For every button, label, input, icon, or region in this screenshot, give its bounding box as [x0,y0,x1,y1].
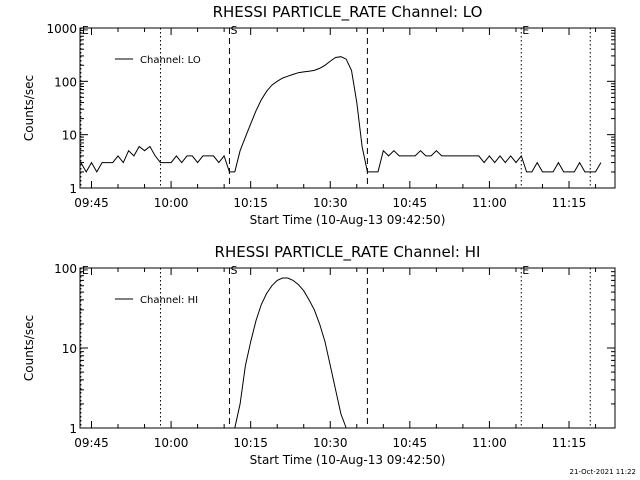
chart-title: RHESSI PARTICLE_RATE Channel: HI [215,243,481,262]
marker-label: E [82,264,89,277]
marker-label: E [522,24,529,37]
date-stamp: 21-Oct-2021 11:22 [570,468,636,476]
chart-title: RHESSI PARTICLE_RATE Channel: LO [213,3,483,22]
y-axis-label: Counts/sec [22,315,36,381]
plot-frame [79,27,616,189]
x-axis-label: Start Time (10-Aug-13 09:42:50) [250,213,446,227]
chart-panel-lo: RHESSI PARTICLE_RATE Channel: LO E S E 09:45… [22,3,616,227]
x-tick-label: 11:15 [552,436,587,450]
y-tick-label: 1 [69,422,77,436]
y-tick-label: 1000 [46,22,77,36]
marker-label: E [82,24,89,37]
x-tick-label: 11:15 [552,196,587,210]
marker-label: S [230,24,237,37]
x-tick-label: 10:45 [393,196,428,210]
y-tick-label: 100 [54,75,77,89]
marker-label: S [230,264,237,277]
y-tick-label: 10 [62,129,77,143]
y-tick-label: 100 [54,262,77,276]
x-axis-label: Start Time (10-Aug-13 09:42:50) [250,453,446,467]
y-tick-label: 1 [69,182,77,196]
x-tick-label: 10:15 [233,196,268,210]
x-tick-label: 10:30 [313,436,348,450]
x-tick-label: 10:00 [154,436,189,450]
x-tick-label: 10:00 [154,196,189,210]
x-tick-label: 11:00 [472,196,507,210]
x-tick-label: 11:00 [472,436,507,450]
marker-label: E [522,264,529,277]
x-tick-label: 10:15 [233,436,268,450]
legend-label: Channel: HI [140,295,198,306]
x-tick-label: 10:45 [393,436,428,450]
x-tick-label: 10:30 [313,196,348,210]
y-axis-label: Counts/sec [22,75,36,141]
y-tick-label: 10 [62,342,77,356]
series-line-1 [234,277,347,429]
x-tick-label: 09:45 [74,436,109,450]
chart-panel-hi: RHESSI PARTICLE_RATE Channel: HI E S E 09:45… [22,243,616,467]
series-line-0 [80,56,602,173]
legend-label: Channel: LO [140,55,201,66]
x-tick-label: 09:45 [74,196,109,210]
